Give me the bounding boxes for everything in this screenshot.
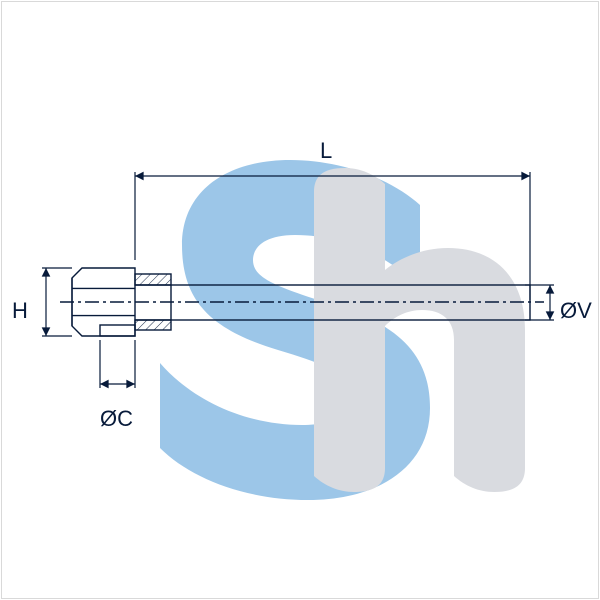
- dimension-C: [100, 340, 135, 388]
- label-C: ØC: [100, 406, 133, 432]
- watermark: [160, 160, 525, 503]
- label-L: L: [320, 138, 332, 164]
- label-V: ØV: [560, 298, 592, 324]
- diagram-canvas: [0, 0, 600, 600]
- label-H: H: [12, 298, 28, 324]
